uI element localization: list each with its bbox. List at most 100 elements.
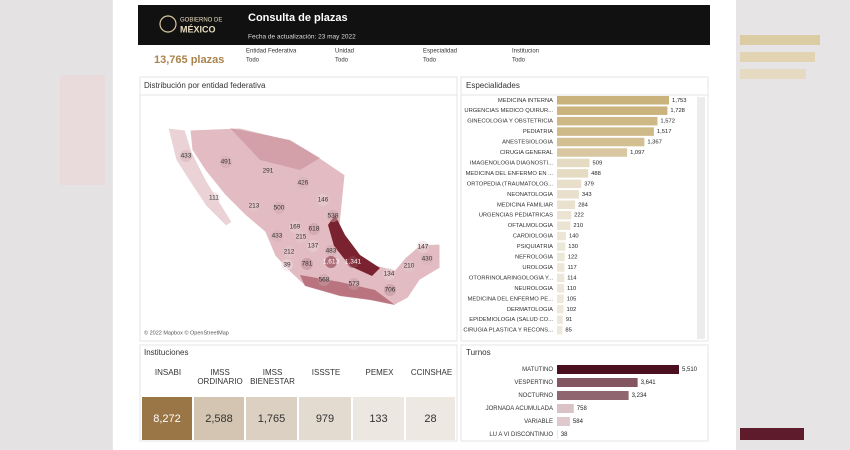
map-state — [327, 210, 339, 222]
value-label: 3,641 — [641, 380, 657, 386]
map-state — [308, 223, 320, 235]
esp-panel — [460, 76, 709, 342]
filter-value: Todo — [335, 58, 349, 64]
value-label: 488 — [591, 171, 601, 177]
map-label: 215 — [296, 234, 307, 241]
bar — [557, 96, 669, 105]
value-label: 222 — [574, 213, 584, 219]
map-label: 210 — [404, 263, 415, 270]
map-labels: 433 491 291 111 426 213 500 146 538 169 618 433 215 2… — [180, 150, 433, 296]
bar — [557, 190, 579, 199]
bar — [557, 231, 566, 241]
inst-header: INSABI — [154, 368, 182, 377]
bar-label: ANESTESIOLOGIA — [502, 140, 553, 146]
scrollbar[interactable] — [697, 97, 705, 339]
bar — [557, 148, 628, 157]
map-label: 291 — [263, 168, 274, 175]
bar — [557, 294, 564, 304]
map-state — [383, 268, 395, 280]
map-label: 39 — [283, 262, 291, 269]
value-label: 5,510 — [682, 367, 698, 373]
map-label: 500 — [274, 205, 285, 212]
inst-panel — [139, 344, 458, 442]
bar-label: GINECOLOGIA Y OBSTETRICIA — [467, 119, 553, 125]
bar-label: MEDICINA DEL ENFERMO EN ... — [466, 171, 554, 177]
bar — [557, 106, 668, 115]
value-label: 122 — [568, 255, 578, 261]
value-label: 509 — [593, 160, 603, 166]
inst-card: 1,765 — [246, 397, 297, 440]
map-state — [325, 256, 337, 268]
logo-bottom: MÉXICO — [180, 24, 216, 34]
bar — [557, 127, 654, 136]
map-label: 426 — [298, 180, 309, 187]
value-label: 110 — [567, 286, 576, 292]
bar-label: NEFROLOGIA — [515, 255, 553, 261]
bar — [557, 158, 590, 168]
bar — [557, 391, 629, 400]
blur-shape — [740, 428, 804, 440]
bar-label: CIRUGIA GENERAL — [500, 150, 554, 156]
map-label: 213 — [249, 203, 260, 210]
filter-label: Institucion — [512, 49, 539, 55]
map-state — [271, 230, 283, 242]
value-label: 114 — [567, 275, 577, 281]
bar — [557, 315, 563, 324]
inst-card: 2,588 — [194, 397, 244, 440]
value-label: 1,753 — [672, 98, 687, 104]
map-label: 433 — [181, 153, 192, 160]
inst-header: IMSS ORDINARIO — [197, 368, 243, 386]
value-label: 140 — [569, 234, 579, 240]
map-label: 430 — [422, 256, 433, 263]
blur-right — [736, 0, 850, 450]
bar — [557, 169, 589, 178]
bar — [557, 137, 645, 147]
map-state — [248, 200, 260, 212]
turnos-panel — [460, 344, 709, 442]
bar — [557, 284, 565, 293]
map-state — [384, 284, 396, 296]
value-label: 102 — [567, 307, 577, 313]
map-state — [417, 241, 429, 253]
bar-label: VARIABLE — [524, 419, 553, 425]
map-state — [208, 192, 220, 204]
bar-label: URGENCIAS PEDIATRICAS — [479, 213, 553, 219]
bar-label: MEDICINA FAMILIAR — [497, 202, 553, 208]
map-state — [289, 221, 301, 233]
map-label: 134 — [384, 271, 395, 278]
map-region — [230, 128, 320, 170]
bar-label: NOCTURNO — [518, 393, 553, 399]
bar — [557, 365, 679, 374]
map-region — [189, 127, 441, 306]
bar-label: NEONATOLOGIA — [507, 192, 553, 198]
bar — [557, 242, 566, 251]
inst-card: 979 — [299, 397, 351, 440]
filter-label: Especialidad — [423, 49, 457, 55]
inst-header: CCINSHAE — [410, 368, 453, 377]
inst-header: IMSS BIENESTAR — [250, 368, 295, 386]
map-state — [297, 177, 309, 189]
map-state — [307, 240, 319, 252]
map-label: 618 — [309, 226, 320, 233]
filter-value: Todo — [423, 58, 437, 64]
value-label: 1,517 — [657, 129, 672, 135]
map-state — [220, 156, 232, 168]
value-label: 91 — [566, 317, 572, 323]
bar-label: OTORRINOLARINGOLOGIA Y... — [469, 275, 553, 281]
map-attribution: © 2022 Mapbox © OpenStreetMap — [144, 329, 229, 336]
map-state — [347, 256, 359, 268]
value-label: 379 — [584, 181, 594, 187]
blur-shape — [740, 52, 815, 62]
filter-value: Todo — [246, 58, 260, 64]
main-panel — [113, 0, 736, 450]
bar-label: JORNADA ACUMULADA — [486, 406, 553, 412]
bar-label: VESPERTINO — [514, 380, 553, 386]
logo-emblem — [159, 15, 177, 33]
value-label: 210 — [573, 223, 583, 229]
filter-label: Unidad — [335, 49, 354, 55]
map-label: 491 — [221, 159, 232, 166]
bar-label: PSIQUIATRIA — [517, 244, 553, 250]
inst-header: ISSSTE — [311, 368, 341, 377]
bar-label: DERMATOLOGIA — [507, 307, 553, 313]
bar — [557, 252, 565, 262]
